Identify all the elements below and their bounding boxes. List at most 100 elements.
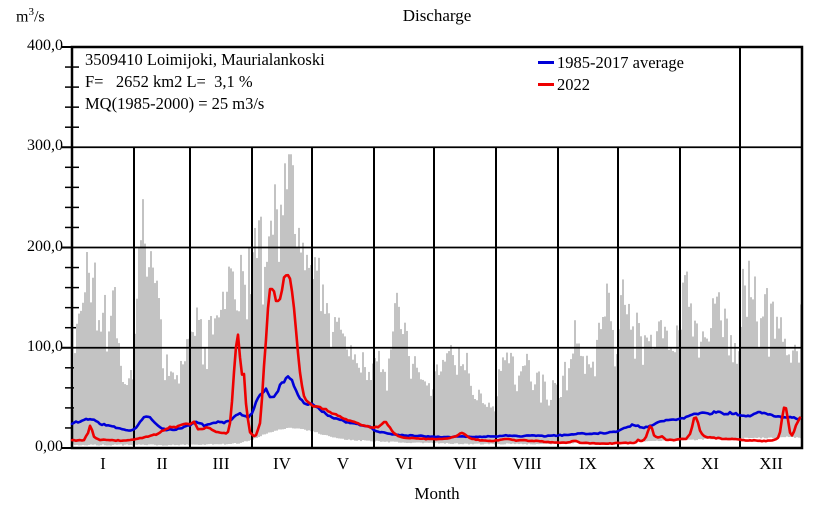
range-bar [418, 372, 420, 443]
range-bar [502, 357, 504, 445]
range-bar [438, 375, 440, 444]
range-bar [636, 312, 638, 442]
range-bar [536, 372, 538, 445]
range-bar [352, 359, 354, 440]
range-bar [202, 364, 204, 445]
range-bar [690, 303, 692, 440]
range-bar [376, 361, 378, 441]
range-bar [442, 359, 444, 444]
range-bar [210, 316, 212, 444]
range-bar [752, 299, 754, 439]
month-label-III: III [212, 454, 230, 473]
range-bar [642, 364, 644, 441]
range-bar [336, 321, 338, 439]
range-bar [798, 362, 800, 438]
range-bar [676, 325, 678, 441]
range-bar [422, 379, 424, 444]
range-bar [728, 355, 730, 440]
range-bar [570, 359, 572, 444]
range-bar [762, 316, 764, 438]
range-bar [144, 243, 146, 445]
range-bar [122, 382, 124, 446]
month-label-IX: IX [579, 454, 597, 473]
range-bar [526, 353, 528, 445]
range-bar [304, 270, 306, 430]
range-bar [722, 337, 724, 439]
range-bar [704, 337, 706, 439]
station-info-line: MQ(1985-2000) = 25 m3/s [85, 94, 265, 113]
range-bar [358, 367, 360, 441]
range-bar [168, 375, 170, 445]
range-bar [750, 297, 752, 439]
month-label-XII: XII [759, 454, 783, 473]
range-bar [288, 154, 290, 428]
range-bar [392, 331, 394, 442]
range-bar [476, 400, 478, 444]
range-bar [614, 366, 616, 443]
range-bar [468, 373, 470, 445]
range-bar [610, 321, 612, 444]
range-bar [448, 351, 450, 444]
range-bar [224, 309, 226, 445]
range-bar [790, 362, 792, 437]
range-bar [368, 371, 370, 441]
range-bar [626, 314, 628, 443]
range-bar [428, 383, 430, 443]
range-bar [162, 368, 164, 446]
range-bar [268, 236, 270, 433]
range-bar [656, 331, 658, 441]
range-bar [574, 320, 576, 443]
range-bar [654, 348, 656, 441]
range-bar [74, 353, 76, 446]
range-bar [572, 353, 574, 444]
range-bar [320, 311, 322, 435]
range-bar [212, 334, 214, 445]
range-bar [248, 247, 250, 441]
range-bar [724, 308, 726, 439]
range-bar [504, 360, 506, 445]
range-bar [354, 354, 356, 441]
station-info-line: 3509410 Loimijoki, Maurialankoski [85, 50, 325, 69]
y-axis-label: 0,00 [35, 438, 63, 455]
range-bar [640, 336, 642, 442]
range-bar [254, 227, 256, 439]
range-bar [760, 318, 762, 439]
range-bar [166, 354, 168, 446]
range-bar [546, 399, 548, 444]
range-bar [104, 294, 106, 446]
range-bar [498, 369, 500, 445]
range-bar [794, 344, 796, 438]
range-bar [302, 242, 304, 429]
range-bar [620, 295, 622, 443]
range-bar [482, 403, 484, 445]
range-bar [280, 204, 282, 430]
range-bar [236, 310, 238, 444]
range-bar [478, 389, 480, 444]
range-bar [534, 384, 536, 445]
range-bar [710, 328, 712, 440]
range-bar [440, 371, 442, 444]
range-bar [634, 358, 636, 442]
range-bar [242, 271, 244, 443]
range-bar [198, 319, 200, 445]
range-bar [360, 372, 362, 442]
range-bar [770, 303, 772, 438]
range-bar [560, 397, 562, 444]
range-bar [76, 323, 78, 445]
range-bar [322, 284, 324, 435]
range-bar [378, 350, 380, 442]
range-bar [506, 352, 508, 444]
range-bar [756, 321, 758, 438]
range-bar [694, 320, 696, 441]
legend-label: 1985-2017 average [557, 52, 684, 72]
range-bar [780, 317, 782, 438]
range-bar [364, 367, 366, 441]
month-label-IV: IV [273, 454, 291, 473]
range-bar [718, 292, 720, 440]
range-bar [702, 331, 704, 440]
range-bar [758, 347, 760, 438]
range-bar [318, 257, 320, 434]
range-bar [632, 326, 634, 442]
range-bar [778, 328, 780, 438]
range-bar [736, 363, 738, 439]
